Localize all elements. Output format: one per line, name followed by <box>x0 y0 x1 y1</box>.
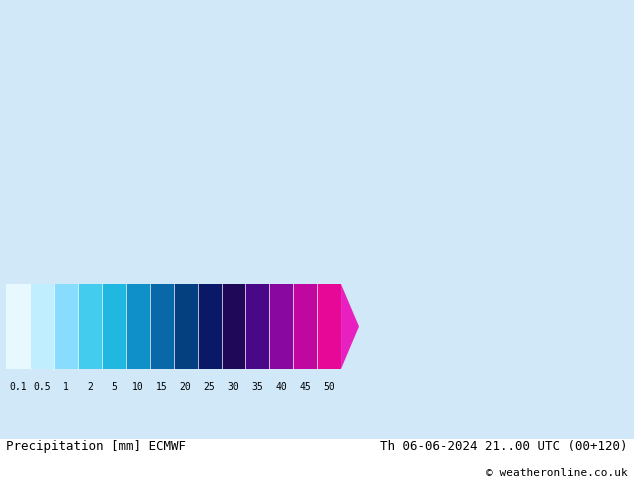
Text: 45: 45 <box>299 382 311 392</box>
Bar <box>174 284 198 369</box>
Text: 35: 35 <box>252 382 263 392</box>
Bar <box>198 284 221 369</box>
Text: 10: 10 <box>132 382 144 392</box>
Text: 20: 20 <box>180 382 191 392</box>
Polygon shape <box>341 284 359 369</box>
Bar <box>245 284 269 369</box>
Bar <box>102 284 126 369</box>
Text: 5: 5 <box>111 382 117 392</box>
Text: 30: 30 <box>228 382 240 392</box>
Text: Precipitation [mm] ECMWF: Precipitation [mm] ECMWF <box>6 440 186 453</box>
Bar <box>221 284 245 369</box>
Bar <box>317 284 341 369</box>
Bar <box>54 284 78 369</box>
Text: Th 06-06-2024 21..00 UTC (00+120): Th 06-06-2024 21..00 UTC (00+120) <box>380 440 628 453</box>
Text: © weatheronline.co.uk: © weatheronline.co.uk <box>486 468 628 478</box>
Bar <box>6 284 30 369</box>
Bar <box>30 284 54 369</box>
Text: 1: 1 <box>63 382 69 392</box>
Bar <box>126 284 150 369</box>
Text: 50: 50 <box>323 382 335 392</box>
Bar <box>269 284 294 369</box>
Text: 15: 15 <box>156 382 167 392</box>
Text: 25: 25 <box>204 382 216 392</box>
Text: 40: 40 <box>275 382 287 392</box>
Bar <box>150 284 174 369</box>
Bar <box>78 284 102 369</box>
Text: 2: 2 <box>87 382 93 392</box>
Text: 0.5: 0.5 <box>34 382 51 392</box>
Text: 0.1: 0.1 <box>10 382 27 392</box>
Bar <box>294 284 317 369</box>
